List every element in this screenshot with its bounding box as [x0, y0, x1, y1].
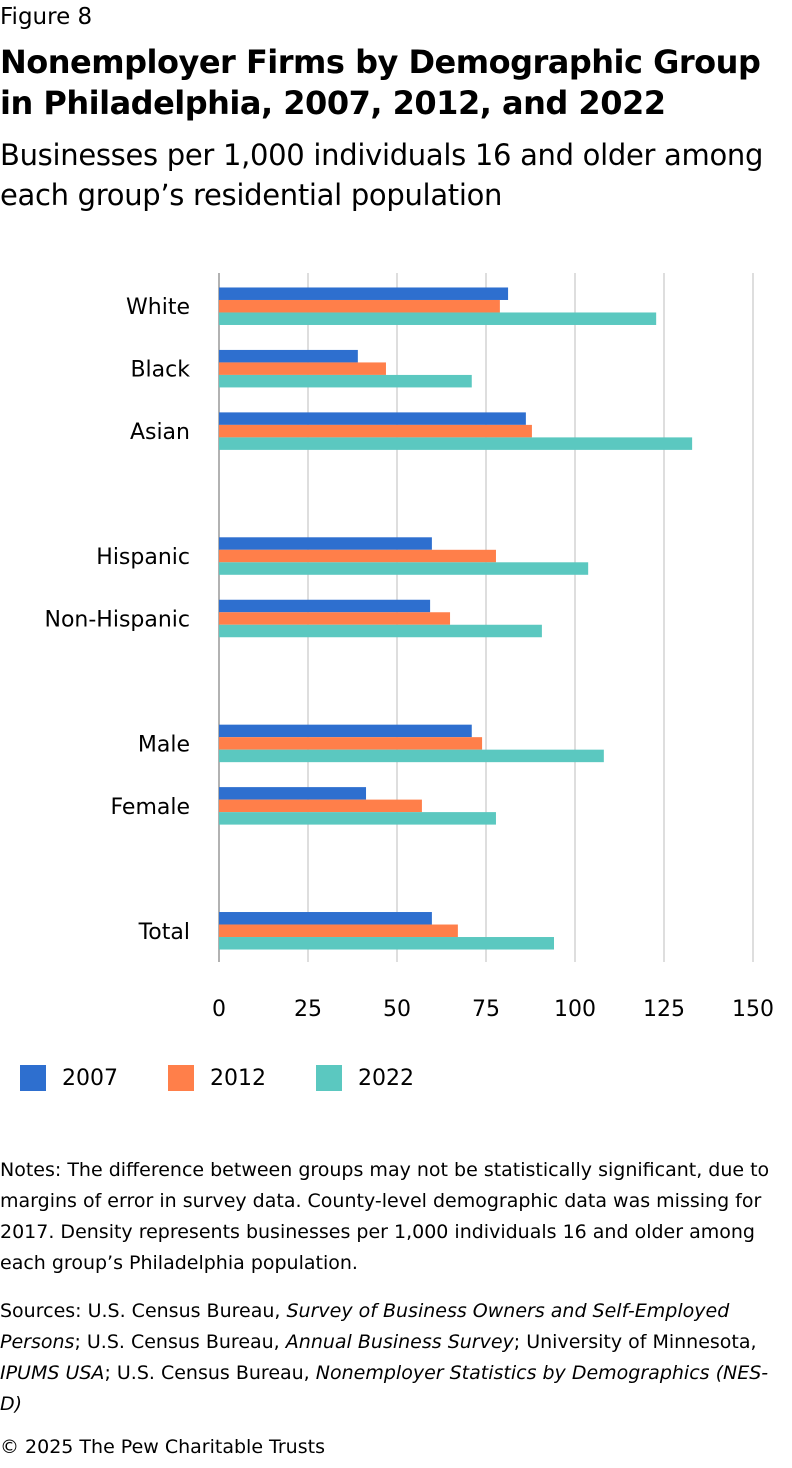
legend-label: 2012: [210, 1066, 266, 1091]
y-tick-label: Total: [138, 920, 190, 945]
bar: [219, 812, 496, 825]
bar: [219, 737, 483, 750]
legend-swatch: [20, 1065, 46, 1091]
legend-label: 2007: [62, 1066, 118, 1091]
x-tick-label: 25: [294, 997, 322, 1022]
bar: [219, 374, 472, 388]
x-tick-label: 50: [383, 997, 411, 1022]
chart-title: Nonemployer Firms by Demographic Group i…: [0, 43, 761, 122]
bar: [219, 537, 432, 550]
bar: [219, 724, 472, 738]
y-tick-label: Hispanic: [96, 545, 190, 570]
source-text: Annual Business Survey: [285, 1331, 514, 1353]
bar: [219, 787, 367, 800]
x-tick-label: 75: [472, 997, 500, 1022]
source-text: Nonemployer Statistics by Demographics (…: [0, 1362, 769, 1415]
y-tick-label: Male: [138, 732, 190, 757]
bar: [219, 349, 358, 363]
y-tick-label: White: [126, 295, 190, 320]
x-tick-label: 150: [732, 997, 774, 1022]
bar: [219, 287, 509, 300]
bar: [219, 912, 432, 925]
bar: [219, 749, 604, 763]
x-tick-label: 0: [212, 997, 226, 1022]
legend-swatch: [316, 1065, 342, 1091]
source-text: ; U.S. Census Bureau,: [104, 1362, 316, 1384]
sources: Sources: U.S. Census Bureau, Survey of B…: [0, 1296, 790, 1420]
x-tick-label: 100: [554, 997, 596, 1022]
notes: Notes: The difference between groups may…: [0, 1159, 770, 1274]
y-tick-label: Female: [110, 795, 190, 820]
source-text: Survey of Business Owners and Self-Emplo…: [0, 1300, 730, 1353]
y-tick-label: Asian: [130, 420, 190, 445]
bar: [219, 624, 542, 638]
bar: [219, 362, 386, 375]
source-text: ; University of Minnesota,: [513, 1331, 757, 1353]
bar: [219, 612, 451, 625]
legend-swatch: [168, 1065, 194, 1091]
bar: [219, 549, 496, 563]
source-text: IPUMS USA: [0, 1362, 105, 1384]
bar: [219, 412, 526, 425]
source-text: Sources: U.S. Census Bureau,: [0, 1300, 287, 1322]
bar: [219, 799, 422, 813]
source-text: ; U.S. Census Bureau,: [74, 1331, 286, 1353]
figure-label: Figure 8: [0, 4, 93, 30]
chart: 0 25 50 75 100 125 150 White Black Asian Hispanic N…: [20, 273, 774, 1091]
bar: [219, 312, 657, 325]
chart-subtitle: Businesses per 1,000 individuals 16 and …: [0, 138, 764, 212]
bar: [219, 424, 532, 438]
x-tick-label: 125: [643, 997, 685, 1022]
bar: [219, 599, 431, 613]
bar: [219, 937, 554, 950]
y-tick-label: Black: [130, 358, 190, 383]
y-tick-label: Non-Hispanic: [44, 608, 190, 633]
bar: [219, 299, 500, 313]
bar: [219, 562, 589, 575]
bar: [219, 437, 693, 450]
legend-label: 2022: [358, 1066, 414, 1091]
bar: [219, 924, 458, 938]
copyright: © 2025 The Pew Charitable Trusts: [0, 1436, 325, 1458]
